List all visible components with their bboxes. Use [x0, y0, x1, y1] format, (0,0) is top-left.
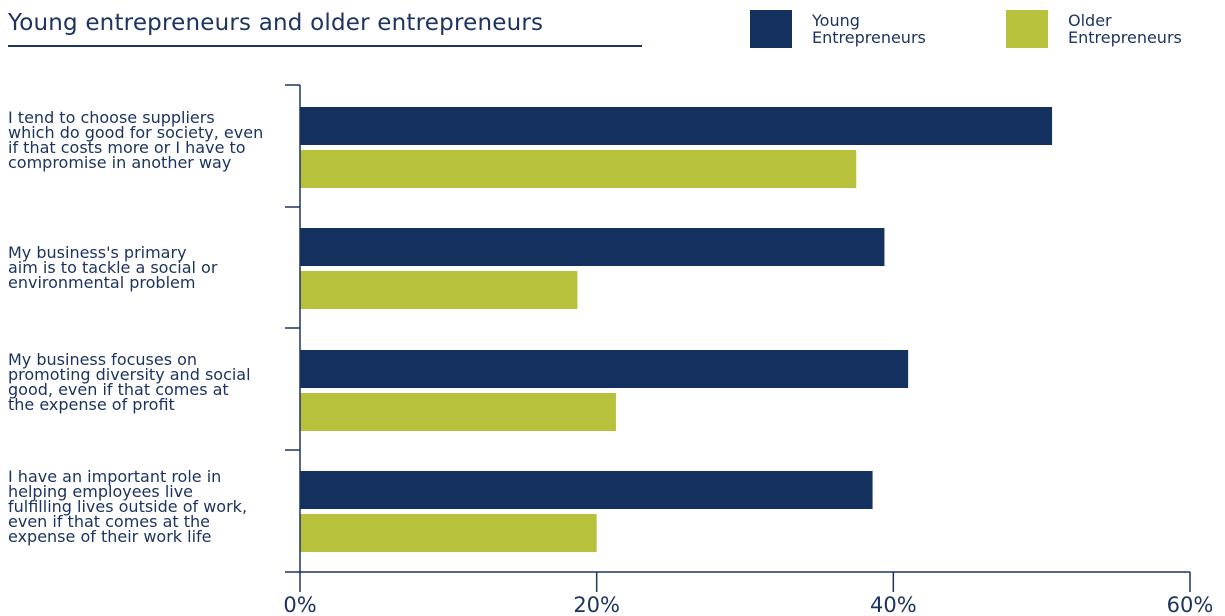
category-label-employees: I have an important role in helping empl…	[8, 467, 248, 546]
bar-young-1	[300, 107, 1053, 145]
category-label-primary-aim: My business's primary aim is to tackle a…	[8, 243, 218, 292]
bar-young-4	[300, 471, 873, 509]
title-underline	[8, 45, 642, 47]
x-tick-label-3: 40%	[870, 593, 917, 616]
legend-swatch-older	[1006, 10, 1048, 48]
bar-older-3	[300, 393, 616, 431]
x-tick-label-4: 60%	[1167, 593, 1214, 616]
category-label-suppliers: I tend to choose suppliers which do good…	[8, 108, 264, 172]
bar-older-2	[300, 271, 578, 309]
x-tick-label-2: 20%	[573, 593, 620, 616]
bar-young-2	[300, 228, 885, 266]
legend-label-older: Older Entrepreneurs	[1068, 11, 1182, 47]
category-label-diversity: My business focuses on promoting diversi…	[8, 350, 251, 414]
x-tick-label-1: 0%	[283, 593, 316, 616]
legend-label-young: Young Entrepreneurs	[812, 11, 926, 47]
bar-older-4	[300, 514, 597, 552]
chart-title: Young entrepreneurs and older entreprene…	[8, 10, 544, 36]
legend-swatch-young	[750, 10, 792, 48]
bar-older-1	[300, 150, 857, 188]
bar-young-3	[300, 350, 909, 388]
